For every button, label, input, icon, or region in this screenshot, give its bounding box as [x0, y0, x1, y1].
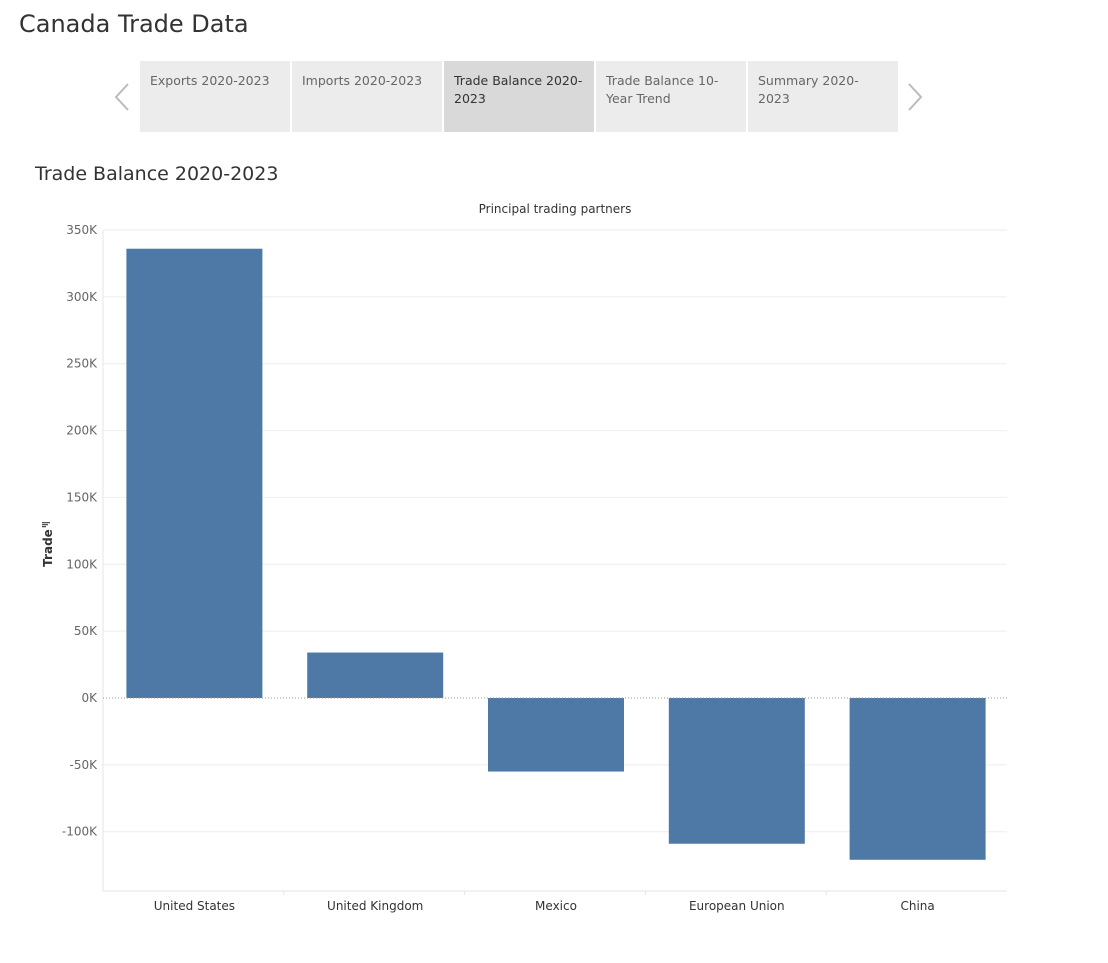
story-tab-summary[interactable]: Summary 2020-2023 [748, 61, 898, 132]
y-tick-label: -100K [62, 825, 98, 839]
x-tick-label: China [900, 899, 934, 913]
x-tick-label: United Kingdom [327, 899, 423, 913]
x-tick-label: Mexico [535, 899, 577, 913]
y-axis-label: Trade [41, 529, 55, 567]
y-tick-label: 100K [66, 557, 98, 571]
sort-icon[interactable] [42, 522, 50, 528]
story-tabs: Exports 2020-2023 Imports 2020-2023 Trad… [140, 61, 898, 132]
y-tick-label: 50K [74, 624, 98, 638]
y-tick-label: 0K [81, 691, 98, 705]
app-title: Canada Trade Data [19, 10, 249, 38]
bar-mexico[interactable] [488, 698, 624, 772]
story-tab-label: Imports 2020-2023 [302, 73, 423, 88]
story-tab-exports[interactable]: Exports 2020-2023 [140, 61, 290, 132]
story-tab-trade-balance[interactable]: Trade Balance 2020-2023 [444, 61, 594, 132]
story-tab-trade-balance-trend[interactable]: Trade Balance 10-Year Trend [596, 61, 746, 132]
bar-united-states[interactable] [126, 248, 263, 698]
bar-united-kingdom[interactable] [307, 652, 444, 698]
y-tick-label: 300K [66, 290, 98, 304]
y-tick-label: 250K [66, 357, 98, 371]
previous-story-point-button[interactable] [108, 61, 136, 133]
chevron-right-icon [908, 83, 923, 111]
story-navigator: Exports 2020-2023 Imports 2020-2023 Trad… [108, 61, 928, 133]
story-tab-label: Summary 2020-2023 [758, 73, 859, 106]
y-tick-label: 350K [66, 223, 98, 237]
y-tick-label: 150K [66, 490, 98, 504]
chevron-left-icon [114, 83, 129, 111]
bar-china[interactable] [849, 698, 986, 860]
y-tick-label: -50K [70, 758, 99, 772]
x-tick-label: European Union [689, 899, 785, 913]
y-tick-label: 200K [66, 424, 98, 438]
story-tab-label: Trade Balance 10-Year Trend [606, 73, 719, 106]
chart-title: Principal trading partners [479, 202, 632, 216]
bar-chart: Principal trading partners 350K 300K 250K 20… [41, 202, 1007, 913]
story-tab-label: Trade Balance 2020-2023 [454, 73, 583, 106]
x-tick-label: United States [154, 899, 235, 913]
next-story-point-button[interactable] [901, 61, 929, 133]
bar-european-union[interactable] [668, 698, 805, 844]
story-tab-imports[interactable]: Imports 2020-2023 [292, 61, 442, 132]
sheet-title: Trade Balance 2020-2023 [35, 163, 279, 185]
story-tab-label: Exports 2020-2023 [150, 73, 270, 88]
